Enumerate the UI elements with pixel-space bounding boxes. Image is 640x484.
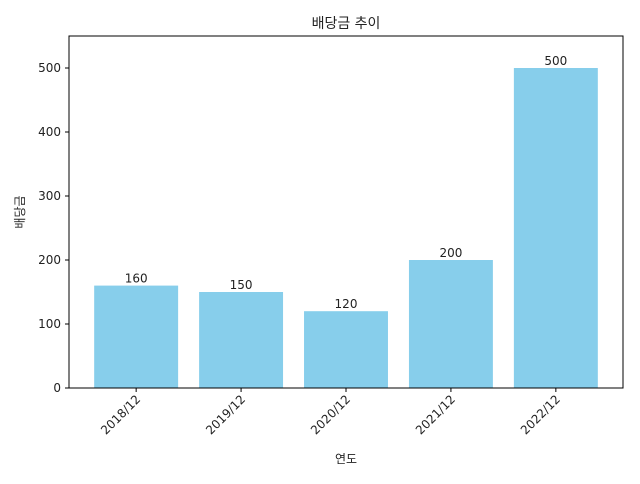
bar-2018/12	[94, 285, 179, 388]
x-axis-label: 연도	[335, 452, 357, 466]
data-labels-group: 160 150 120 200 500	[125, 54, 568, 311]
y-axis: 0 100 200 300 400 500	[38, 61, 69, 395]
data-label-2019/12: 150	[230, 278, 253, 292]
y-axis-label: 배당금	[13, 195, 27, 228]
x-tick-label-2020/12: 2020/12	[308, 392, 353, 437]
y-tick-label-200: 200	[38, 253, 61, 267]
data-label-2021/12: 200	[439, 246, 462, 260]
bar-2021/12	[408, 260, 493, 388]
data-label-2020/12: 120	[335, 297, 358, 311]
plot-area-frame	[68, 35, 624, 389]
x-tick-label-2018/12: 2018/12	[98, 392, 143, 437]
data-label-2022/12: 500	[544, 54, 567, 68]
y-tick-label-500: 500	[38, 61, 61, 75]
y-tick-label-300: 300	[38, 189, 61, 203]
bars-group	[94, 68, 598, 388]
bar-2022/12	[513, 68, 598, 388]
x-tick-label-2022/12: 2022/12	[518, 392, 563, 437]
data-label-2018/12: 160	[125, 272, 148, 286]
x-axis: 2018/12 2019/12 2020/12 2021/12 2022/12	[98, 388, 563, 437]
y-tick-label-100: 100	[38, 317, 61, 331]
bar-2020/12	[304, 311, 388, 388]
y-tick-label-400: 400	[38, 125, 61, 139]
bar-2019/12	[199, 292, 284, 388]
x-tick-label-2019/12: 2019/12	[203, 392, 248, 437]
chart-title: 배당금 추이	[312, 16, 381, 32]
x-tick-label-2021/12: 2021/12	[413, 392, 458, 437]
y-tick-label-0: 0	[53, 381, 61, 395]
